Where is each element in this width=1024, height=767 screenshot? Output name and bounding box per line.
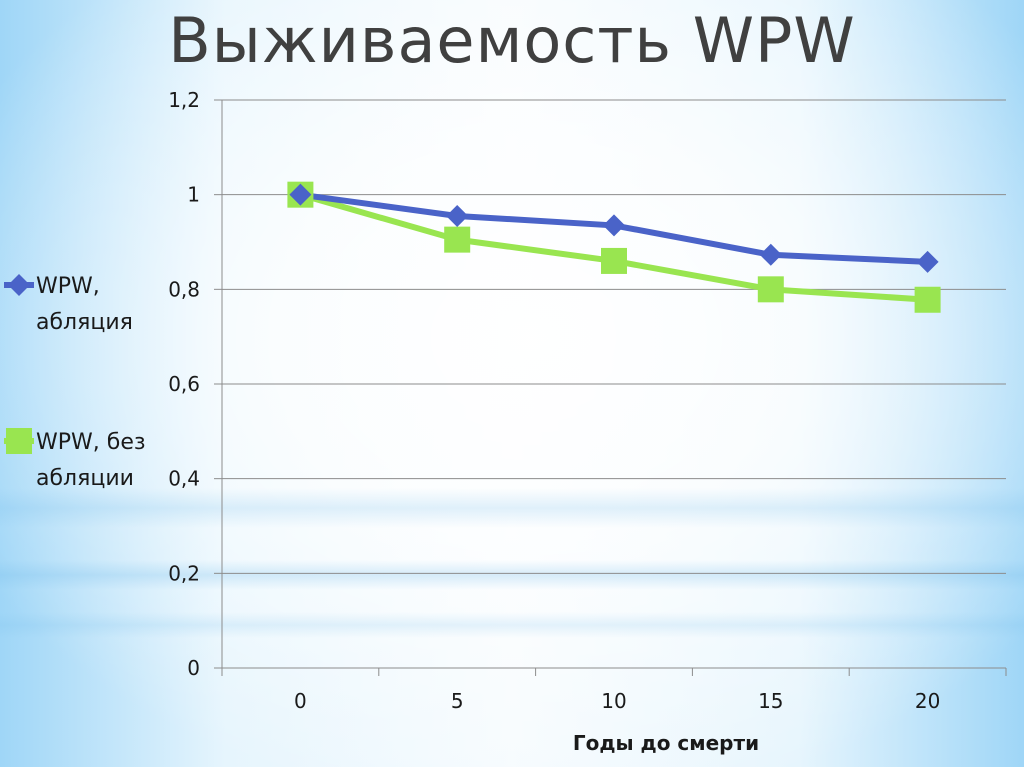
x-axis-title: Годы до смерти [573, 731, 759, 755]
legend: WPW, абляция WPW, без абляции [4, 274, 146, 491]
y-tick-labels: 0 0,2 0,4 0,6 0,8 1 1,2 [168, 88, 200, 680]
legend-label-1: WPW, без [36, 430, 146, 455]
legend-label-1: абляции [36, 466, 134, 491]
gridlines [222, 99, 1006, 574]
slide-title: Выживаемость WPW [168, 4, 856, 77]
series [287, 181, 941, 313]
y-tick-label: 0,6 [168, 372, 200, 396]
legend-label-0: WPW, [36, 274, 100, 299]
x-tick-label: 10 [601, 689, 626, 713]
series-0-point [289, 183, 312, 206]
series-1-point [601, 247, 627, 274]
y-tick-label: 1,2 [168, 88, 200, 112]
x-tick-label: 15 [758, 689, 783, 713]
series-1-point [444, 226, 471, 253]
legend-label-0: абляция [36, 310, 133, 335]
x-tick-labels: 0 5 10 15 20 [294, 689, 940, 713]
legend-marker-0 [8, 274, 30, 296]
series-0-point [759, 243, 782, 266]
legend-marker-1 [6, 428, 32, 454]
y-tick-label: 0,8 [168, 277, 200, 301]
series-0-point [603, 214, 625, 237]
series-0-point [916, 250, 939, 273]
x-tick-label: 5 [451, 689, 464, 713]
axes [214, 99, 1007, 676]
series-1-point [914, 286, 941, 313]
x-tick-label: 20 [915, 689, 940, 713]
y-tick-label: 1 [187, 183, 200, 207]
y-tick-label: 0 [187, 656, 200, 680]
x-tick-label: 0 [294, 689, 307, 713]
y-tick-label: 0,4 [168, 467, 200, 491]
series-0-point [446, 204, 469, 227]
y-tick-label: 0,2 [168, 561, 200, 585]
series-1-point [757, 276, 784, 303]
